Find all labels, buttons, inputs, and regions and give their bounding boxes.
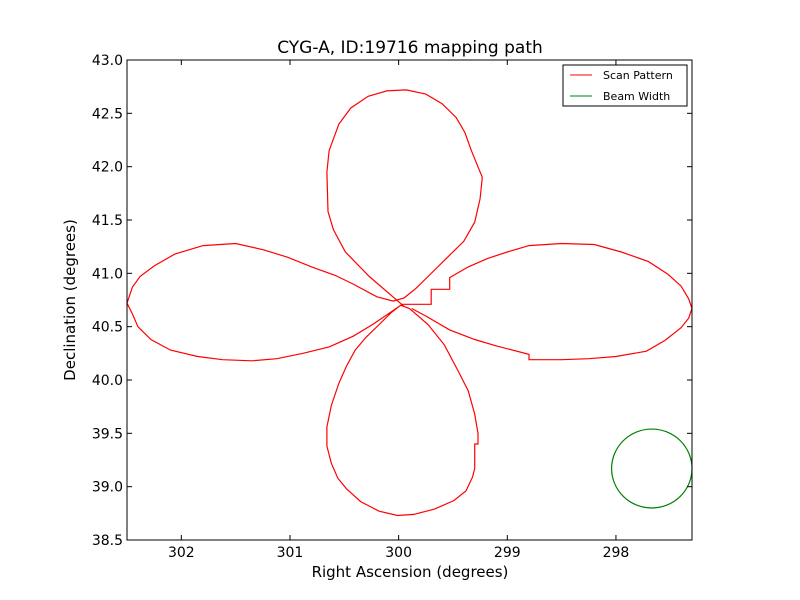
y-tick-label: 41.5 <box>92 213 123 229</box>
x-tick-label: 301 <box>277 545 304 561</box>
x-axis: 302 301 300 299 298 <box>168 60 629 561</box>
y-tick-label: 40.0 <box>92 373 123 389</box>
y-tick-label: 39.5 <box>92 426 123 442</box>
legend-box <box>562 64 688 107</box>
series-scan-pattern <box>126 89 693 517</box>
y-tick-label: 43.0 <box>92 53 123 69</box>
chart-title: CYG-A, ID:19716 mapping path <box>277 38 543 58</box>
legend-label-scan-pattern: Scan Pattern <box>603 69 673 82</box>
y-tick-label: 42.5 <box>92 106 123 122</box>
legend-label-beam-width: Beam Width <box>603 90 670 103</box>
x-tick-label: 300 <box>385 545 412 561</box>
y-axis-label: Declination (degrees) <box>61 219 79 381</box>
y-tick-label: 39.0 <box>92 480 123 496</box>
y-tick-label: 40.5 <box>92 320 123 336</box>
y-tick-label: 41.0 <box>92 266 123 282</box>
y-axis: 38.5 39.0 39.5 40.0 40.5 41.0 41.5 42.0 42.5 43.0 <box>92 53 692 549</box>
x-axis-label: Right Ascension (degrees) <box>312 563 509 581</box>
plot-border <box>126 59 693 541</box>
y-tick-label: 42.0 <box>92 160 123 176</box>
x-tick-label: 298 <box>603 545 630 561</box>
y-tick-label: 38.5 <box>92 533 123 549</box>
x-tick-label: 302 <box>168 545 195 561</box>
legend: Scan Pattern Beam Width <box>562 64 688 107</box>
plot-frame <box>127 60 692 540</box>
plot-area <box>126 59 693 541</box>
x-tick-label: 299 <box>494 545 521 561</box>
